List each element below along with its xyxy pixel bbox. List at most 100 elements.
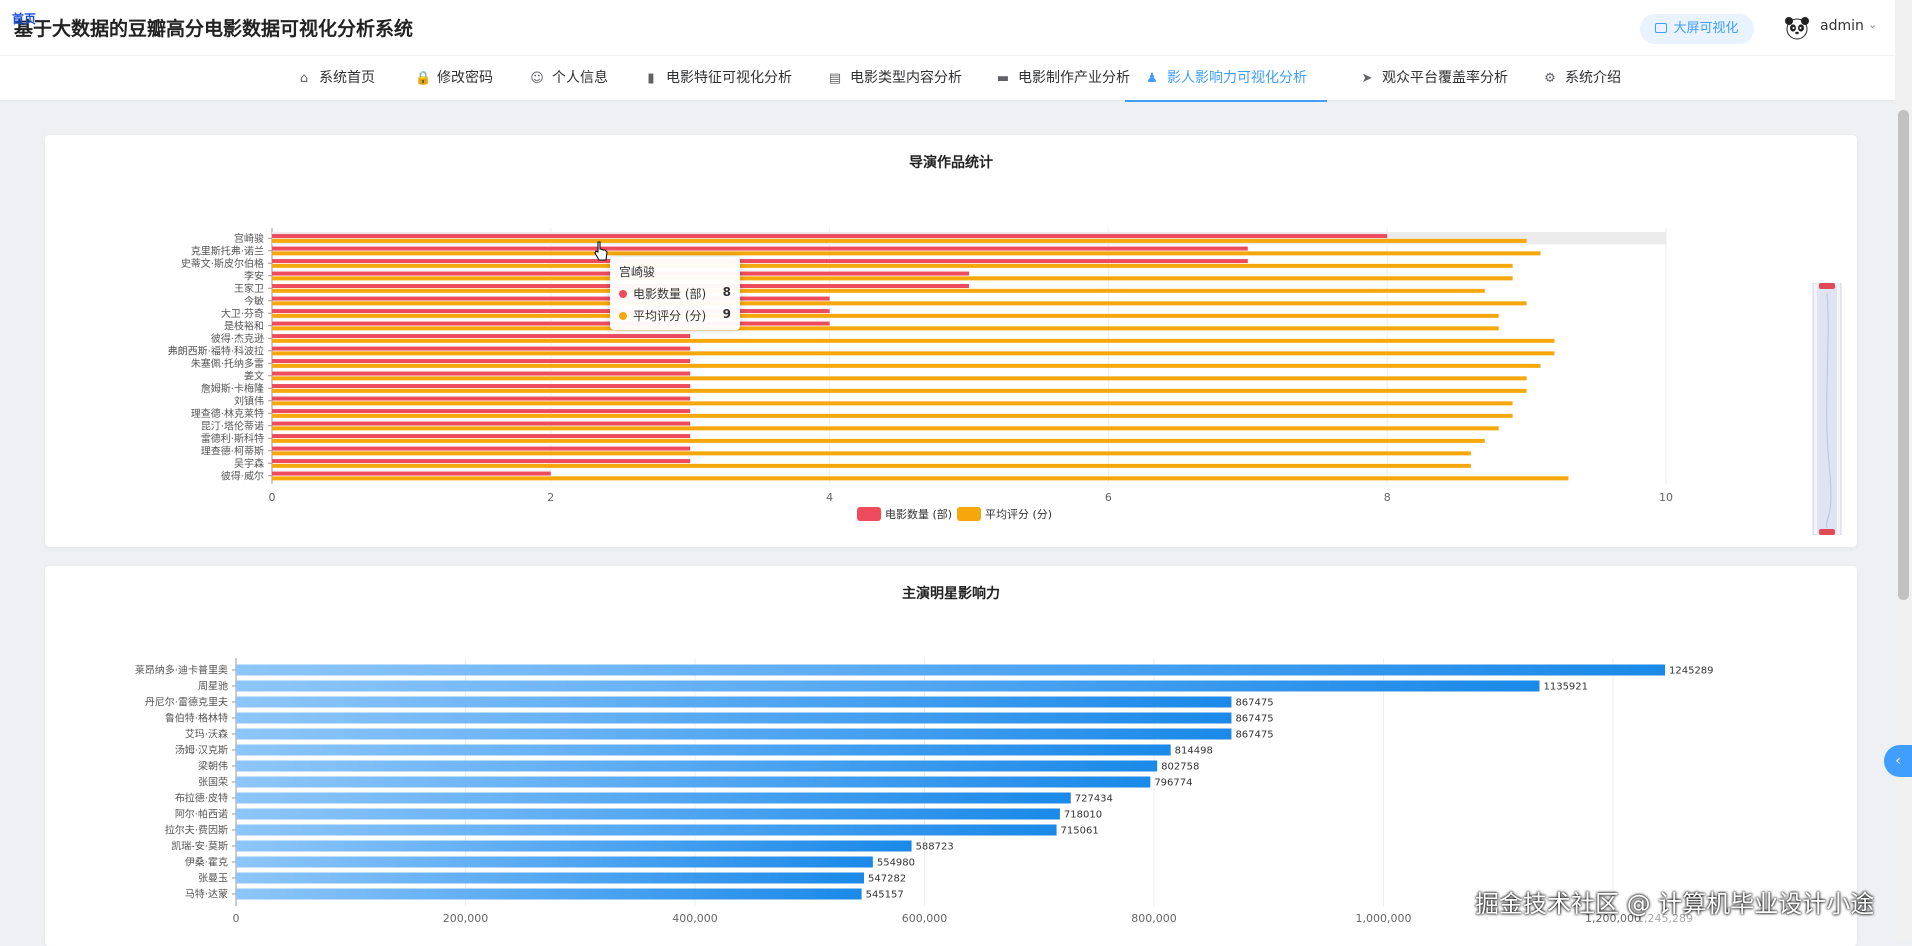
x-tick-label: 10 (1659, 491, 1673, 504)
nav-label: 电影制作产业分析 (1018, 70, 1130, 86)
x-tick-label: 8 (1384, 491, 1391, 504)
y-tick-label: 周星驰 (198, 680, 228, 693)
bar-rating (272, 413, 1513, 418)
x-tick-label: 600,000 (902, 912, 948, 925)
y-tick-label: 史蒂文·斯皮尔伯格 (181, 257, 264, 270)
bar-rating (272, 438, 1485, 443)
bar-count (272, 446, 691, 451)
hand-cursor-icon (594, 241, 608, 261)
main-nav: ⌂ 系统首页 🔒 修改密码 ☺ 个人信息 ▮ 电影特征可视化分析 ▤ 电影类型内容分析 ▬ 电影制作产… (0, 55, 1895, 102)
username[interactable]: admin (1820, 18, 1864, 34)
x-tick-label: 1,200,000 (1585, 912, 1641, 925)
bar-count (272, 334, 691, 339)
y-tick-label: 张国荣 (198, 777, 228, 789)
bar-count (272, 259, 1248, 264)
y-tick-label: 詹姆斯·卡梅隆 (201, 382, 264, 395)
y-tick-label: 克里斯托弗·诺兰 (191, 244, 264, 257)
nav-label: 系统首页 (319, 70, 375, 86)
bar (236, 760, 1158, 772)
bar-count (272, 371, 691, 376)
y-tick-label: 雷德利·斯科特 (201, 432, 264, 445)
app-title: 基于大数据的豆瓣高分电影数据可视化分析系统 (14, 18, 414, 40)
y-tick-label: 今敏 (244, 294, 264, 307)
chevron-down-icon[interactable]: ⌄ (1868, 18, 1878, 31)
tooltip-row-rating: 平均评分 (分) 9 (619, 307, 731, 324)
nav-item-2[interactable]: ☺ 个人信息 (530, 56, 608, 100)
data-label: 802758 (1161, 762, 1199, 773)
bar-rating (272, 388, 1527, 393)
tooltip-row-count: 电影数量 (部) 8 (619, 285, 731, 302)
bar (236, 888, 862, 900)
nav-label: 影人影响力可视化分析 (1167, 70, 1307, 86)
y-tick-label: 弗朗西斯·福特·科波拉 (168, 344, 264, 357)
y-tick-label: 姜文 (244, 369, 264, 382)
y-tick-label: 伊桑·霍克 (185, 857, 228, 869)
monitor-icon: ▬ (996, 71, 1010, 86)
bar-count (272, 471, 551, 476)
bar-chart-icon: ▮ (647, 71, 655, 86)
bar-rating (272, 251, 1541, 256)
data-label: 588723 (916, 842, 954, 853)
nav-item-5[interactable]: ▬ 电影制作产业分析 (996, 56, 1130, 100)
y-tick-label: 汤姆·汉克斯 (175, 744, 228, 757)
y-tick-label: 彼得·威尔 (221, 469, 264, 482)
bar-count (272, 309, 830, 314)
data-label: 814498 (1175, 746, 1213, 757)
y-tick-label: 吴宇森 (234, 457, 264, 470)
home-badge[interactable]: 首页 (12, 12, 37, 26)
y-tick-label: 大卫·芬奇 (221, 307, 264, 320)
bar-rating (272, 463, 1471, 468)
bar (236, 744, 1171, 756)
bar-rating (272, 238, 1527, 243)
collapse-side-tab[interactable]: ‹ (1884, 745, 1912, 777)
nav-item-8[interactable]: ⚙ 系统介绍 (1543, 56, 1621, 100)
nav-item-7[interactable]: ➤ 观众平台覆盖率分析 (1360, 56, 1508, 100)
monitor-icon (1655, 23, 1668, 33)
y-tick-label: 张曼玉 (198, 873, 228, 885)
nav-item-4[interactable]: ▤ 电影类型内容分析 (828, 56, 962, 100)
nav-item-3[interactable]: ▮ 电影特征可视化分析 (644, 56, 792, 100)
y-tick-label: 丹尼尔·雷德克里夫 (145, 696, 228, 709)
bigscreen-button[interactable]: 大屏可视化 (1640, 14, 1754, 44)
bar (236, 776, 1151, 788)
bar-count (272, 421, 691, 426)
bar-rating (272, 476, 1569, 481)
y-tick-label: 莱昂纳多·迪卡普里奥 (135, 664, 228, 677)
tooltip-title: 宫崎骏 (619, 265, 656, 279)
scrollbar-thumb[interactable] (1898, 110, 1909, 600)
y-tick-label: 刘镇伟 (234, 394, 264, 407)
x-tick-label: 200,000 (443, 912, 489, 925)
data-label: 727434 (1075, 794, 1113, 805)
chart-tooltip: 宫崎骏 电影数量 (部) 8 平均评分 (分) 9 (610, 257, 740, 330)
x-tick-label: 0 (233, 912, 240, 925)
bar-rating (272, 426, 1499, 431)
x-tick-label: 2 (547, 491, 554, 504)
y-tick-label: 李安 (244, 269, 264, 282)
avatar[interactable] (1783, 14, 1811, 42)
bigscreen-label: 大屏可视化 (1673, 21, 1739, 36)
datazoom-slider[interactable] (1811, 283, 1843, 535)
nav-item-0[interactable]: ⌂ 系统首页 (297, 56, 375, 100)
y-tick-label: 理查德·柯蒂斯 (201, 444, 264, 457)
page-scrollbar[interactable] (1895, 0, 1912, 941)
bar-count (272, 459, 691, 464)
nav-item-6[interactable]: ♟ 影人影响力可视化分析 (1125, 56, 1327, 102)
nav-label: 电影类型内容分析 (850, 70, 962, 86)
data-label: 1245289 (1669, 666, 1714, 677)
bar-rating (272, 451, 1471, 456)
y-tick-label: 梁朝伟 (198, 760, 228, 773)
star-bar-chart: 0 200,000 400,000 600,000 800,000 1,000,000 1,… (135, 658, 1714, 925)
data-label: 554980 (877, 858, 915, 869)
x-tick-label: 400,000 (672, 912, 718, 925)
bar (236, 696, 1232, 708)
bar-rating (272, 313, 1499, 318)
bar-count (272, 434, 691, 439)
x-tick-label: 4 (826, 491, 833, 504)
nav-label: 电影特征可视化分析 (666, 70, 792, 86)
nav-label: 观众平台覆盖率分析 (1382, 70, 1508, 86)
y-tick-label: 阿尔·帕西诺 (175, 808, 228, 821)
nav-item-1[interactable]: 🔒 修改密码 (415, 56, 493, 100)
star-chart-card: 主演明星影响力 0 200,000 400,000 600,000 800,000 1,0… (45, 566, 1857, 946)
bar (236, 824, 1057, 836)
gear-icon: ⚙ (1544, 71, 1556, 86)
